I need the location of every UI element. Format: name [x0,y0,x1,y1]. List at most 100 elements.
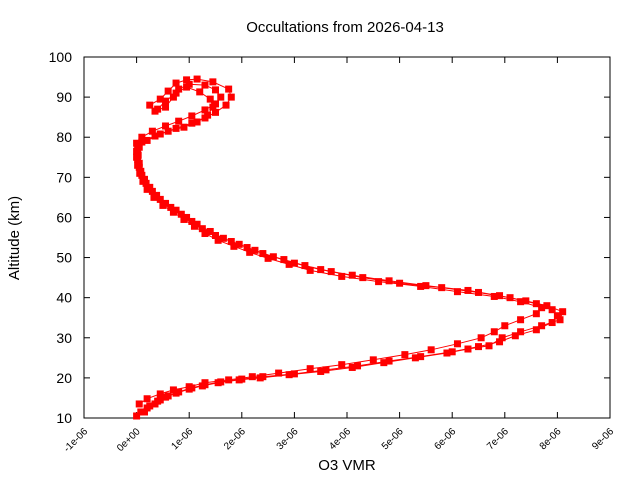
data-point [162,103,170,111]
data-point [190,222,198,230]
data-point [136,169,144,177]
data-point [201,229,209,237]
data-point [214,236,222,244]
data-point [150,193,158,201]
data-point [206,227,214,235]
data-point [248,373,256,381]
data-point [133,139,141,147]
data-point [167,203,175,211]
data-point [212,86,219,94]
data-point [180,215,188,223]
series-line-1 [136,83,559,417]
data-point [380,359,388,367]
data-point [490,292,498,300]
data-point [517,328,525,336]
data-point [135,400,143,408]
y-tick-label: 20 [56,370,72,386]
data-point [188,112,196,120]
data-point [453,288,461,296]
data-point [225,376,233,384]
data-point [154,105,162,113]
data-point [201,106,209,114]
data-point [285,371,293,379]
data-point [148,187,156,195]
data-point [338,272,346,280]
y-tick-label: 90 [56,89,72,105]
data-point [501,322,509,330]
data-point [137,408,145,416]
data-point [235,376,243,384]
x-tick-label: 1e-06 [169,426,195,452]
data-point [348,271,356,279]
data-point [453,340,461,348]
data-point [490,328,498,336]
data-point [196,88,204,96]
data-point [143,185,151,193]
series-line-3 [136,86,543,405]
x-tick-label: 9e-06 [590,426,616,452]
data-point [532,326,540,334]
data-point [164,127,172,135]
x-tick-label: 7e-06 [485,426,511,452]
data-point [475,343,482,351]
data-point [185,383,193,391]
data-point [217,93,225,101]
data-point [134,161,142,169]
data-point [538,304,546,312]
series-line-2 [137,78,564,413]
data-point [422,282,430,290]
data-point [188,119,196,127]
data-point [188,217,196,225]
data-point [183,76,191,84]
data-point [559,308,567,316]
data-point [417,282,425,290]
data-point [522,297,530,305]
y-tick-label: 10 [56,410,72,426]
data-point [162,122,170,130]
data-point [385,277,393,285]
data-point [427,346,435,354]
y-tick-label: 80 [56,129,72,145]
data-point [134,145,142,153]
data-point [485,342,493,350]
data-point [193,118,201,126]
x-tick-label: 3e-06 [275,426,301,452]
data-point [317,266,325,274]
data-point [172,124,180,132]
data-point [464,345,472,353]
x-tick-label: 5e-06 [380,426,406,452]
data-point [175,85,183,93]
data-point [140,408,148,416]
data-point [209,78,217,86]
data-point [138,138,146,146]
y-tick-label: 60 [56,209,72,225]
data-point [543,302,551,310]
data-point [306,365,314,373]
data-point [306,266,314,274]
data-point [156,95,164,103]
x-tick-label: 0e+00 [115,426,143,454]
y-tick-label: 40 [56,290,72,306]
data-point [133,412,141,420]
data-point [401,351,409,359]
data-point [159,201,167,209]
data-point [256,374,264,382]
x-axis-label: O3 VMR [318,457,376,474]
data-point [146,101,154,109]
data-point [496,292,504,300]
data-point [201,81,209,89]
data-point [264,254,272,262]
data-point [143,395,151,403]
data-point [511,332,519,340]
chart-title: Occultations from 2026-04-13 [246,19,444,36]
data-series [133,75,567,420]
y-tick-label: 70 [56,169,72,185]
data-point [162,393,170,401]
x-tick-label: 6e-06 [432,426,458,452]
data-point [180,123,188,131]
data-point [227,93,235,101]
data-point [146,402,154,410]
data-point [206,95,214,103]
data-point [172,89,180,97]
data-point [143,136,151,144]
